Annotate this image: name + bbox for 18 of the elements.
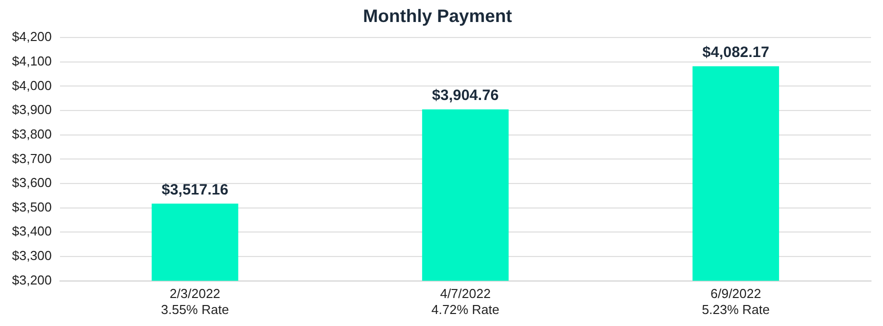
y-tick-label: $3,500	[12, 199, 52, 214]
data-label: $3,904.76	[432, 87, 499, 104]
chart-title: Monthly Payment	[362, 6, 512, 26]
y-tick-label: $4,200	[12, 29, 52, 44]
y-tick-label: $3,700	[12, 150, 52, 166]
y-tick-label: $4,000	[12, 78, 52, 93]
x-tick-label: 2/3/2022 3.55% Rate	[161, 286, 229, 317]
y-tick-label: $3,600	[12, 175, 52, 190]
y-tick-label: $3,800	[12, 126, 52, 142]
data-label: $3,517.16	[162, 181, 228, 198]
x-tick-label: 4/7/2022 4.72% Rate	[431, 286, 500, 317]
y-tick-label: $3,200	[12, 272, 52, 288]
y-tick-label: $4,100	[12, 54, 52, 68]
y-tick-label: $3,400	[12, 224, 52, 239]
data-label: $4,082.17	[702, 44, 770, 61]
y-tick-label: $3,900	[12, 102, 52, 118]
x-tick-label: 6/9/2022 5.23% Rate	[702, 286, 770, 317]
y-tick-label: $3,300	[12, 248, 52, 264]
